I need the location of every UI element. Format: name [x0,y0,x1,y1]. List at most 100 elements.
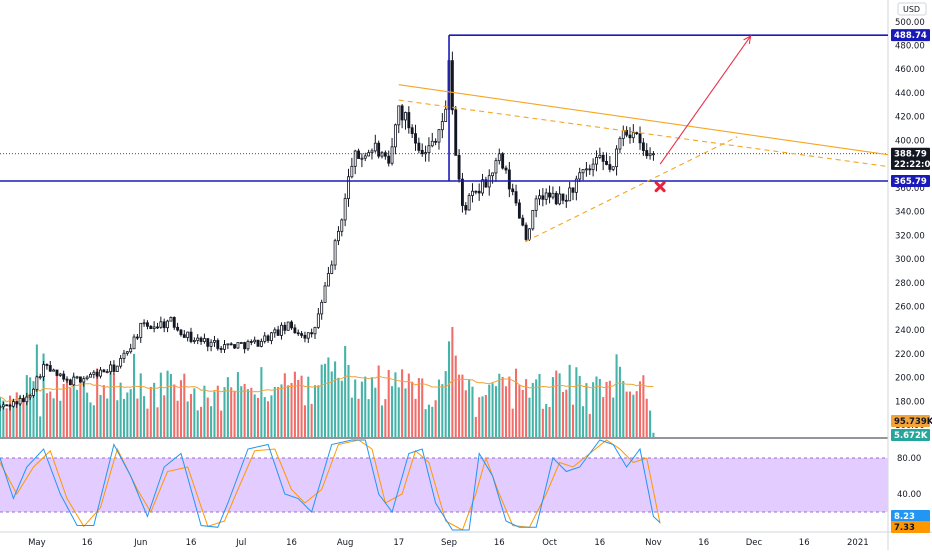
trendline-line[interactable] [398,99,889,168]
candle-body [531,209,535,230]
candle-body [514,191,518,204]
price-tick-label: 280.00 [895,279,925,289]
candle-body [651,153,655,156]
candle-body [216,340,220,349]
volume-bar [136,398,139,437]
volume-bar [437,379,441,437]
price-tick-label: 460.00 [895,65,925,75]
volume-bar [153,382,156,437]
volume-bar [277,386,280,437]
volume-bar [454,355,457,437]
volume-bar [25,375,28,437]
volume-bar [588,413,591,437]
candle-body [310,332,314,335]
candle-body [417,142,421,151]
volume-bar [89,402,92,437]
stoch-rsi-band [0,457,888,513]
volume-bar [615,354,618,437]
volume-bar [116,400,119,437]
volume-bar [132,353,136,437]
candle-body [337,230,340,242]
volume-bar [59,400,62,437]
volume-bar [313,385,317,437]
volume-bar [531,382,534,437]
price-tick-label: 240.00 [895,326,925,336]
candle-body [497,153,501,162]
volume-bar [42,353,45,437]
volume-bar [501,376,504,437]
volume-bar [139,373,142,437]
volume-bar [143,396,146,437]
volume-bar [129,389,132,437]
volume-bar [380,405,384,437]
candle-body [578,172,582,180]
candle-body [326,273,330,287]
candle-body [266,335,270,341]
volume-bar [102,385,105,437]
candle-body [471,190,474,196]
candle-body [92,371,96,375]
volume-bar [173,384,176,437]
candle-body [0,406,2,409]
volume-bar [441,384,444,437]
candle-body [313,326,317,335]
volume-bar [327,357,330,437]
volume-bar [635,391,638,437]
volume-bar [595,376,598,437]
volume-bar [82,379,85,437]
volume-bar [243,383,246,437]
candle-body [645,150,649,157]
candle-body [618,138,622,150]
volume-bar [474,416,477,437]
volume-bar [401,369,404,437]
volume-bar [283,373,286,437]
volume-bar [521,389,524,437]
projection-arrow-line[interactable] [659,35,752,165]
volume-bar [461,374,464,437]
volume-bar [307,376,310,437]
candle-body [528,228,531,240]
volume-bar [471,386,474,437]
volume-bar [22,400,25,437]
volume-bar [548,407,551,437]
time-tick-label: 16 [594,538,605,548]
volume-bar [384,399,387,437]
candle-body [42,364,46,378]
volume-bar [421,378,424,437]
volume-bar [106,398,109,437]
candle-body [521,217,525,226]
time-tick-label: Jun [133,538,147,548]
volume-bar [340,380,343,437]
trendline-line[interactable] [398,84,889,156]
volume-bar [391,386,394,437]
candle-body [410,127,414,135]
candle-body [390,146,394,164]
candle-body [615,148,619,168]
trendline-line[interactable] [525,136,738,242]
volume-bar [508,376,511,437]
volume-bar [451,327,454,437]
time-tick-label: Jul [235,538,246,548]
candle-body [78,376,82,383]
volume-bar [561,392,564,437]
candle-body [8,404,12,407]
currency-badge[interactable]: USD [897,2,927,16]
candle-body [246,341,250,350]
volume-bar [602,397,605,437]
x-mark-icon[interactable] [654,181,666,193]
candle-body [437,129,441,143]
candle-body [380,152,384,157]
price-tick-label: 260.00 [895,303,925,313]
candle-body [340,219,344,232]
candle-body [400,105,404,121]
volume-bar [260,367,263,437]
volume-bar [200,406,203,437]
price-tick-label: 420.00 [895,113,925,123]
volume-bar [525,379,528,437]
volume-bar [5,408,8,437]
volume-bar [193,388,196,437]
candle-body [457,154,461,180]
candle-body [323,285,327,303]
